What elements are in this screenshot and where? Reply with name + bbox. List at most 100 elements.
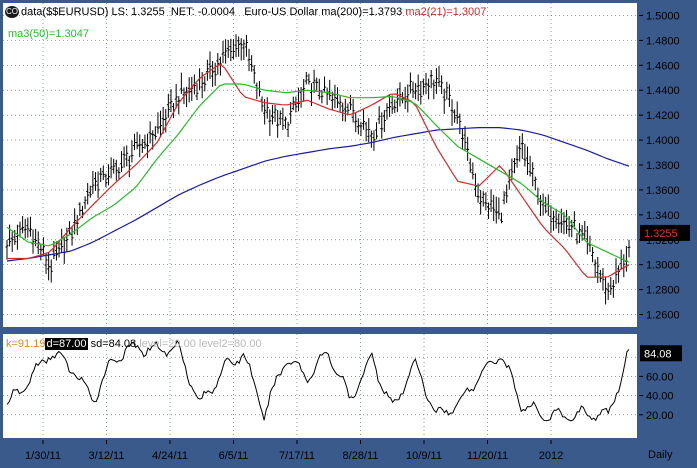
price-bar bbox=[156, 112, 160, 134]
price-tick-label: 1.2800 bbox=[646, 285, 680, 297]
date-axis: 1/30/11 3/12/11 4/24/11 6/5/11 7/17/11 8/28/1… bbox=[25, 440, 563, 462]
price-bar bbox=[218, 56, 222, 76]
date-tick-label: 6/5/11 bbox=[219, 450, 249, 462]
price-bar bbox=[598, 269, 602, 283]
price-bar bbox=[323, 76, 327, 92]
price-bar bbox=[120, 151, 124, 172]
price-bar bbox=[502, 191, 506, 205]
price-bar bbox=[601, 267, 605, 291]
price-bar bbox=[260, 96, 264, 112]
price-bar bbox=[554, 208, 558, 229]
price-bar bbox=[471, 162, 475, 180]
price-bar bbox=[114, 159, 118, 181]
symbol-badge[interactable]: CO bbox=[5, 6, 19, 19]
price-bar bbox=[122, 146, 126, 168]
price-bar bbox=[627, 239, 631, 258]
stochastic-panel[interactable] bbox=[3, 334, 637, 438]
price-bar bbox=[294, 96, 298, 113]
price-bar bbox=[622, 254, 626, 278]
stoch-tick-label: 20.00 bbox=[646, 410, 674, 422]
price-bar bbox=[242, 39, 246, 60]
price-bar bbox=[185, 86, 189, 108]
price-bar bbox=[377, 106, 381, 124]
price-bar bbox=[565, 209, 569, 234]
price-bar bbox=[359, 121, 363, 137]
price-tick-label: 1.3800 bbox=[646, 160, 680, 172]
date-tick-label: 1/30/11 bbox=[25, 450, 61, 462]
price-tick-label: 1.4800 bbox=[646, 35, 680, 47]
price-bar bbox=[138, 134, 142, 158]
price-tick-label: 1.3400 bbox=[646, 210, 680, 222]
date-tick-label: 4/24/11 bbox=[152, 450, 188, 462]
price-bar bbox=[557, 213, 561, 234]
price-bar bbox=[270, 105, 274, 125]
price-bar bbox=[499, 212, 503, 224]
price-bar bbox=[388, 95, 392, 117]
price-bar bbox=[575, 233, 579, 245]
legend-ma50: ma3(50)=1.3047 bbox=[8, 28, 90, 40]
price-bar bbox=[528, 155, 532, 177]
price-bar bbox=[419, 81, 423, 105]
price-bar bbox=[393, 99, 397, 114]
price-bar bbox=[205, 59, 209, 81]
price-bar bbox=[224, 39, 228, 64]
price-bar bbox=[440, 75, 444, 94]
price-bar bbox=[583, 220, 587, 240]
price-bar bbox=[510, 158, 514, 181]
price-bar bbox=[312, 69, 316, 93]
stochastic-legend: k=91.19d=87.00 sd=84.08 level=20.00 leve… bbox=[6, 338, 262, 350]
price-bar bbox=[278, 110, 282, 126]
price-bar bbox=[99, 167, 103, 183]
price-bar bbox=[609, 277, 613, 295]
price-bar bbox=[10, 231, 14, 252]
price-bar bbox=[26, 217, 30, 238]
stoch-sd-label: sd=84.08 bbox=[90, 338, 137, 350]
price-bar bbox=[86, 182, 90, 205]
price-bar bbox=[458, 113, 462, 135]
price-bar bbox=[104, 173, 108, 188]
price-bar bbox=[174, 84, 178, 109]
ma21-line bbox=[7, 63, 630, 278]
price-bar bbox=[414, 83, 418, 100]
price-bar bbox=[47, 252, 51, 281]
price-bar bbox=[380, 112, 384, 139]
price-bar bbox=[57, 240, 61, 258]
price-bar bbox=[382, 110, 386, 132]
price-bar bbox=[166, 93, 170, 118]
price-bar bbox=[304, 71, 308, 85]
price-bar bbox=[315, 77, 319, 91]
price-bar bbox=[127, 155, 131, 178]
price-bar bbox=[250, 55, 254, 72]
price-bar bbox=[15, 224, 19, 250]
price-bar bbox=[408, 72, 412, 94]
price-bar bbox=[351, 98, 355, 123]
price-bar bbox=[276, 110, 280, 138]
price-bar bbox=[416, 74, 420, 102]
price-bar bbox=[346, 103, 350, 115]
price-bar bbox=[505, 184, 509, 203]
ma200-line bbox=[6, 126, 630, 262]
price-bar bbox=[125, 145, 129, 167]
price-tick-label: 1.4600 bbox=[646, 60, 680, 72]
price-bar bbox=[49, 259, 53, 283]
price-bar bbox=[106, 164, 110, 186]
price-bar bbox=[364, 121, 368, 142]
price-bar bbox=[343, 98, 347, 122]
price-bar bbox=[549, 205, 553, 233]
price-bar bbox=[283, 116, 287, 129]
price-bar bbox=[281, 107, 285, 130]
price-bar bbox=[570, 219, 574, 238]
stoch-tick-label: 60.00 bbox=[646, 371, 674, 383]
price-bar bbox=[611, 279, 615, 298]
current-price-box bbox=[640, 224, 690, 241]
price-bar bbox=[216, 52, 220, 75]
price-bar bbox=[255, 82, 259, 100]
price-bar bbox=[265, 97, 269, 119]
price-bar bbox=[544, 196, 548, 214]
price-bar bbox=[247, 48, 251, 72]
date-tick-label: 3/12/11 bbox=[89, 450, 125, 462]
price-panel[interactable] bbox=[3, 3, 637, 327]
price-bar bbox=[299, 87, 303, 108]
price-bar bbox=[523, 143, 527, 167]
price-legend: CO data($$EURUSD) LS: 1.3255 NET: -0.0004… bbox=[5, 6, 486, 19]
